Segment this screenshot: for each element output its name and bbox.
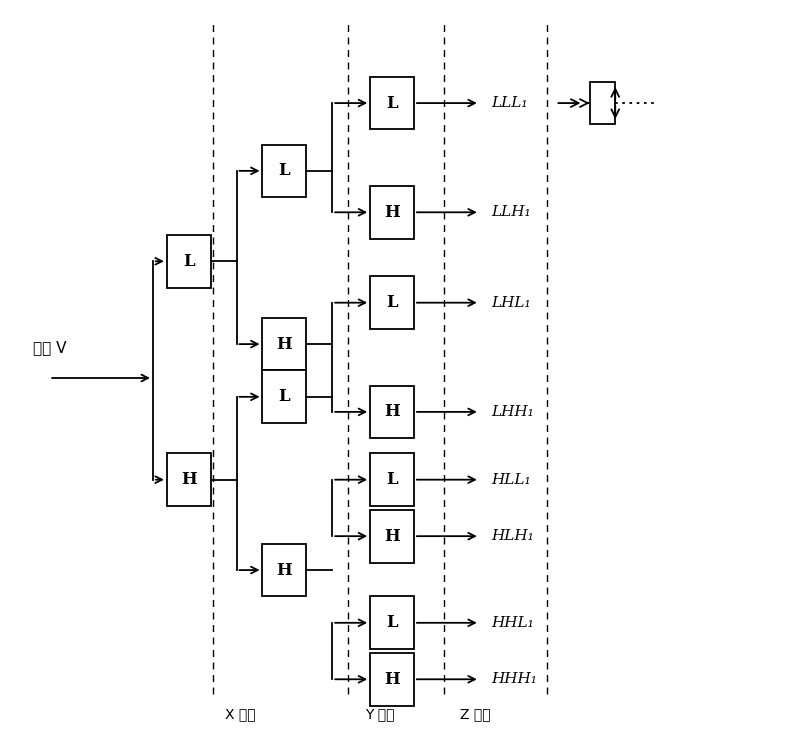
Text: H: H [384,528,400,544]
Bar [167,454,210,506]
Text: L: L [386,294,398,311]
Text: Y 方向: Y 方向 [366,707,395,720]
Bar [370,276,414,329]
Text: L: L [278,389,290,405]
Text: HHL₁: HHL₁ [492,616,534,630]
Text: LHL₁: LHL₁ [492,296,531,310]
Text: Z 方向: Z 方向 [461,707,491,720]
Text: H: H [277,336,292,352]
Bar [370,510,414,562]
Bar [370,76,414,129]
Bar [262,370,306,423]
Text: L: L [278,163,290,179]
Text: LLH₁: LLH₁ [492,206,531,219]
Bar [370,454,414,506]
Text: LLL₁: LLL₁ [492,96,528,110]
Bar [370,186,414,239]
Text: H: H [277,562,292,578]
Text: 视频 V: 视频 V [34,340,66,355]
Bar [370,386,414,438]
Text: L: L [386,94,398,112]
Text: LHH₁: LHH₁ [492,405,534,419]
Text: L: L [183,253,194,270]
Bar [370,596,414,649]
Bar [590,82,615,124]
Text: HLH₁: HLH₁ [492,529,534,543]
Bar [262,318,306,370]
Bar [262,144,306,197]
Text: H: H [384,404,400,420]
Text: L: L [386,615,398,631]
Text: L: L [386,471,398,488]
Bar [167,235,210,287]
Bar [370,653,414,705]
Text: X 方向: X 方向 [226,707,256,720]
Text: H: H [384,204,400,221]
Text: HHH₁: HHH₁ [492,672,538,686]
Text: HLL₁: HLL₁ [492,472,531,487]
Text: H: H [181,471,197,488]
Text: H: H [384,671,400,688]
Bar [262,544,306,596]
